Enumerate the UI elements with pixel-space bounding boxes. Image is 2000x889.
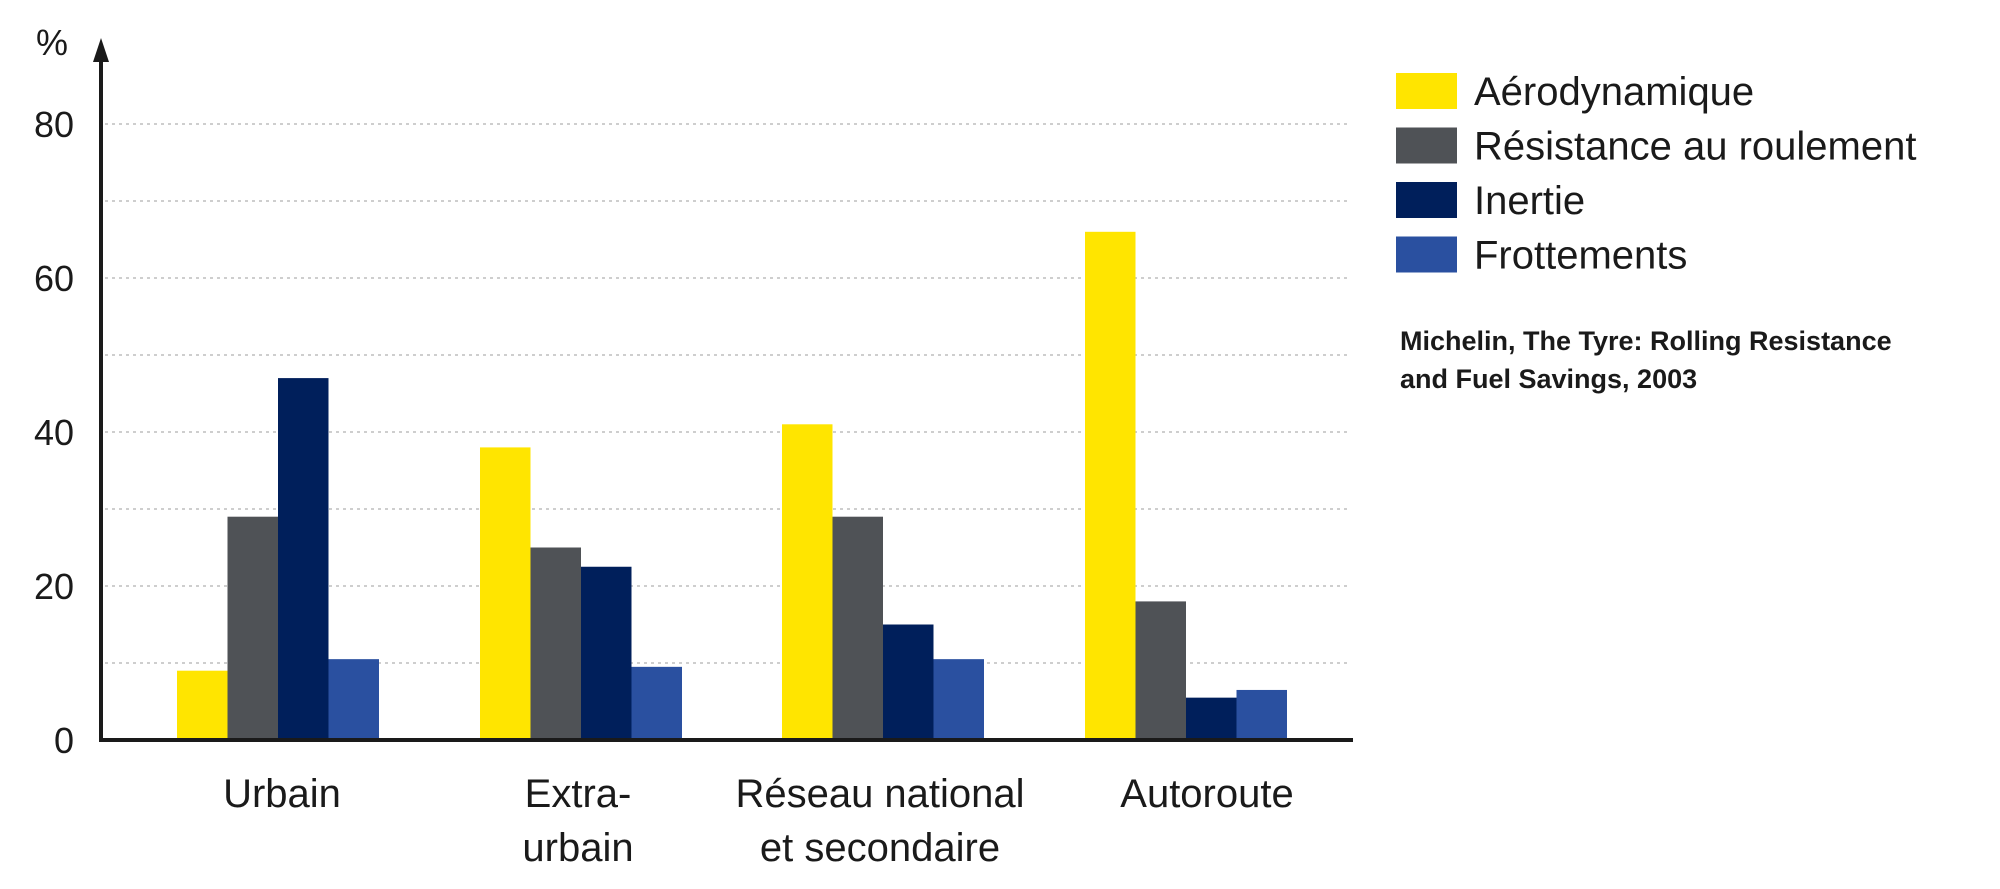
legend-swatch bbox=[1396, 236, 1457, 273]
legend-swatch bbox=[1396, 182, 1457, 218]
bar bbox=[782, 424, 833, 740]
bar bbox=[480, 447, 531, 740]
y-axis-label: % bbox=[36, 22, 68, 63]
bar bbox=[1135, 601, 1186, 740]
bar bbox=[832, 516, 883, 740]
legend-label: Frottements bbox=[1474, 234, 1687, 278]
bar bbox=[883, 624, 934, 740]
source-text: Michelin, The Tyre: Rolling Resistance bbox=[1400, 326, 1892, 356]
x-category-label: et secondaire bbox=[760, 826, 1000, 870]
legend-swatch bbox=[1396, 127, 1457, 164]
y-tick-label: 20 bbox=[34, 566, 74, 607]
y-tick-label: 80 bbox=[34, 104, 74, 145]
bar bbox=[1236, 689, 1287, 740]
bar bbox=[1085, 231, 1136, 741]
x-category-label: Réseau national bbox=[735, 772, 1024, 816]
legend-label: Résistance au roulement bbox=[1474, 125, 1916, 169]
bar bbox=[530, 547, 581, 740]
legend-label: Aérodynamique bbox=[1474, 70, 1754, 114]
source-text: and Fuel Savings, 2003 bbox=[1400, 364, 1697, 394]
legend: Aérodynamique Résistance au roulement Iner… bbox=[1396, 70, 1916, 278]
bar bbox=[933, 659, 984, 740]
y-tick-label: 0 bbox=[54, 720, 74, 761]
x-category-label: Autoroute bbox=[1120, 772, 1293, 816]
y-axis-arrow bbox=[93, 38, 109, 62]
bar bbox=[278, 378, 329, 740]
y-tick-label: 60 bbox=[34, 258, 74, 299]
bar bbox=[631, 666, 682, 740]
x-category-label: Extra- bbox=[525, 772, 632, 816]
y-tick-label: 40 bbox=[34, 412, 74, 453]
bars bbox=[177, 231, 1287, 741]
legend-swatch bbox=[1396, 73, 1457, 109]
y-tick-labels: 0 20 40 60 80 bbox=[34, 104, 74, 761]
bar bbox=[227, 516, 278, 740]
x-category-label: urbain bbox=[522, 826, 633, 870]
bar bbox=[581, 566, 632, 740]
bar bbox=[177, 670, 228, 740]
bar bbox=[328, 659, 379, 740]
x-category-label: Urbain bbox=[223, 772, 341, 816]
bar bbox=[1186, 697, 1237, 740]
axes: % bbox=[36, 22, 1353, 742]
source-note: Michelin, The Tyre: Rolling Resistance an… bbox=[1400, 326, 1892, 394]
legend-label: Inertie bbox=[1474, 179, 1585, 223]
x-category-labels: Urbain Extra-urbain Réseau national et seco… bbox=[223, 772, 1294, 870]
